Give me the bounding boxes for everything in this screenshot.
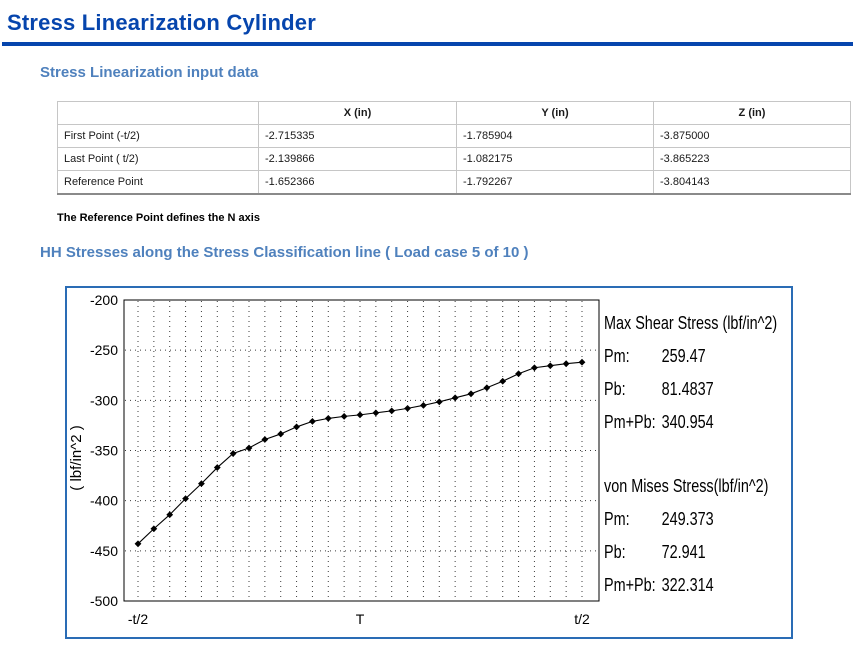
data-point [546,362,554,370]
cell-x: -1.652366 [258,170,457,195]
data-point [277,430,285,438]
data-point [562,360,570,368]
page-title: Stress Linearization Cylinder [7,10,316,35]
row-label: Reference Point [57,170,259,195]
result-value: 72.941 [661,542,706,562]
data-point [229,450,237,457]
data-point [578,358,586,366]
result-value: 249.373 [661,509,714,529]
y-tick-label: -300 [90,392,118,408]
data-point [182,495,189,503]
x-tick-label: T [356,611,365,627]
data-point [293,423,300,431]
cell-x: -2.139866 [258,147,457,171]
y-tick-label: -450 [90,543,118,559]
result-value: 340.954 [661,412,714,432]
data-point [198,480,205,488]
stress-results: Max Shear Stress (lbf/in^2) Pm: 259.47 Pb… [604,307,790,602]
result-label: Pm+Pb: [604,575,656,595]
von-mises-title: von Mises Stress(lbf/in^2) [604,476,769,496]
von-mises-pmpb-row: Pm+Pb: 322.314 [604,569,790,602]
data-point [261,436,269,443]
cell-z: -3.804143 [653,170,851,195]
data-point [324,414,332,422]
result-label: Pm: [604,346,630,366]
data-point [340,412,348,420]
section-heading-input-data: Stress Linearization input data [40,64,259,81]
data-point [451,394,459,402]
result-value: 322.314 [661,575,714,595]
y-tick-label: -250 [90,342,118,358]
reference-point-note: The Reference Point defines the N axis [57,212,260,224]
max-shear-pmpb-row: Pm+Pb: 340.954 [604,406,790,439]
row-label: Last Point ( t/2) [57,147,259,171]
cell-z: -3.875000 [653,124,851,148]
input-data-table: X (in) Y (in) Z (in) First Point (-t/2) … [57,101,851,195]
y-tick-label: -400 [90,493,118,509]
stress-line-chart: -200 -250 -300 -350 -400 -450 -500 ( lbf/in^2 )… [68,292,600,627]
table-row-first-point: First Point (-t/2) -2.715335 -1.785904 -… [57,124,851,148]
cell-z: -3.865223 [653,147,851,171]
data-point [213,464,221,471]
y-axis-title: ( lbf/in^2 ) [68,425,85,490]
cell-y: -1.785904 [456,124,654,148]
cell-x: -2.715335 [258,124,457,148]
max-shear-pb-row: Pb: 81.4837 [604,373,790,406]
table-header-empty [57,101,259,125]
y-tick-label: -200 [90,292,118,308]
cell-y: -1.082175 [456,147,654,171]
result-value: 81.4837 [661,379,714,399]
data-point [356,411,364,419]
row-label: First Point (-t/2) [57,124,259,148]
plot-frame [123,299,600,602]
table-header-row: X (in) Y (in) Z (in) [57,101,851,125]
table-row-reference-point: Reference Point -1.652366 -1.792267 -3.8… [57,170,851,195]
max-shear-title: Max Shear Stress (lbf/in^2) [604,313,778,333]
chart-panel: -200 -250 -300 -350 -400 -450 -500 ( lbf/in^2 )… [65,286,793,639]
section-heading-stresses: HH Stresses along the Stress Classificat… [40,244,529,261]
y-tick-label: -500 [90,593,118,609]
data-point [309,418,316,425]
result-label: Pb: [604,542,626,562]
cell-y: -1.792267 [456,170,654,195]
title-rule [2,42,853,46]
result-value: 259.47 [661,346,706,366]
data-point [245,444,253,452]
data-point [404,404,411,412]
data-point [467,390,475,398]
result-label: Pb: [604,379,626,399]
data-point [372,409,380,417]
data-point [483,384,491,392]
data-point [150,525,158,533]
result-label: Pm: [604,509,630,529]
result-label: Pm+Pb: [604,412,656,432]
data-point [166,511,174,519]
x-tick-label: -t/2 [128,611,148,627]
von-mises-pm-row: Pm: 249.373 [604,503,790,536]
table-header-z: Z (in) [653,101,851,125]
data-point [531,364,538,372]
y-tick-label: -350 [90,443,118,459]
results-block-gap [604,439,790,470]
von-mises-pb-row: Pb: 72.941 [604,536,790,569]
data-point [515,370,522,378]
data-point [499,377,507,385]
table-header-y: Y (in) [456,101,654,125]
data-point [420,401,427,409]
table-header-x: X (in) [258,101,457,125]
table-row-last-point: Last Point ( t/2) -2.139866 -1.082175 -3… [57,147,851,171]
max-shear-pm-row: Pm: 259.47 [604,340,790,373]
data-point [388,407,396,415]
x-tick-label: t/2 [574,611,590,627]
data-point [435,398,443,406]
